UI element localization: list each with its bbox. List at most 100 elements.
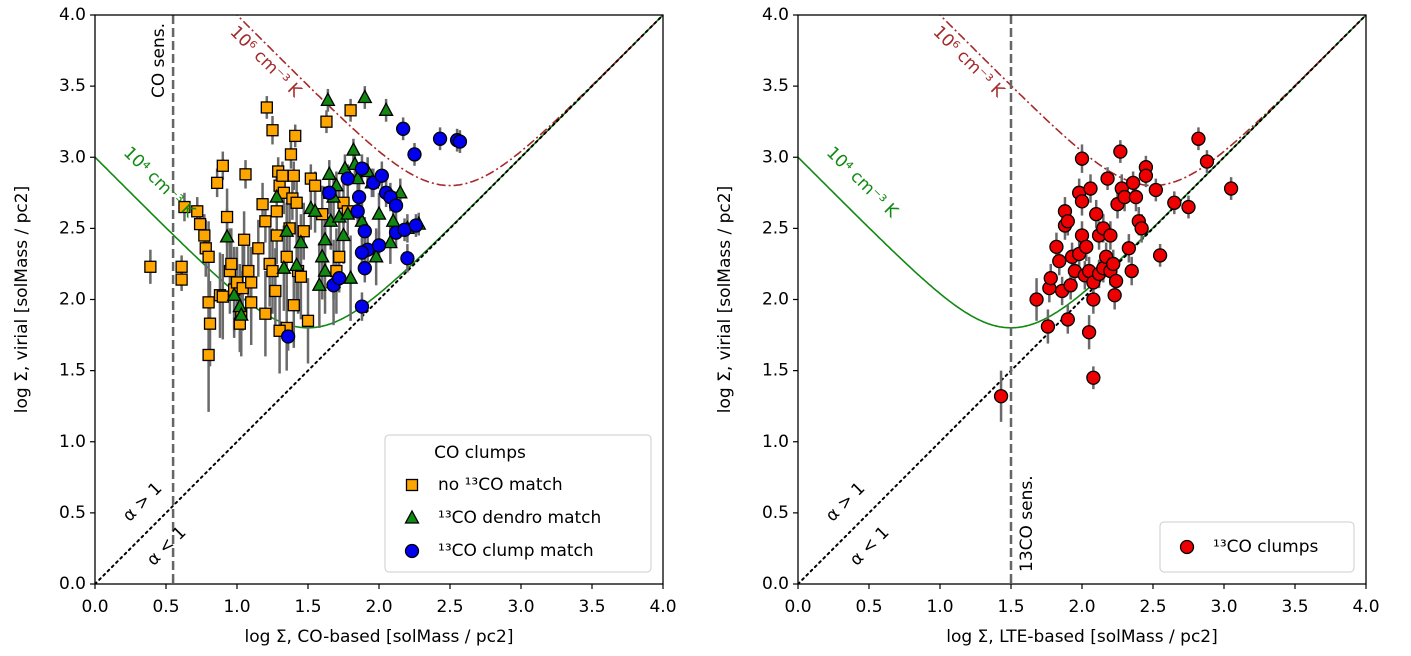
x-tick-label: 2.5	[436, 597, 463, 617]
point	[237, 233, 251, 246]
point	[284, 148, 298, 161]
point	[293, 234, 309, 249]
y-tick-label: 0.0	[59, 574, 86, 594]
point	[314, 248, 330, 263]
point	[1063, 278, 1078, 293]
point	[1125, 175, 1141, 191]
point	[202, 250, 215, 263]
point	[320, 91, 336, 106]
point	[317, 231, 333, 246]
point	[1060, 312, 1075, 327]
point	[1107, 288, 1122, 303]
point	[266, 264, 279, 278]
x-tick-label: 1.5	[997, 597, 1024, 617]
y-tick-label: 0.0	[762, 574, 789, 594]
point	[1052, 253, 1067, 269]
x-tick-label: 3.5	[1281, 597, 1308, 617]
point	[266, 124, 279, 137]
point	[279, 222, 295, 237]
point	[1124, 263, 1139, 279]
point	[1086, 370, 1101, 385]
plot-area	[798, 15, 1366, 584]
x-tick-label: 1.0	[223, 597, 250, 617]
point	[259, 307, 272, 320]
y-axis-label: log Σ, virial [solMass / pc2]	[12, 186, 32, 413]
point	[301, 314, 315, 327]
x-tick-label: 0.0	[784, 597, 811, 617]
y-tick-label: 3.5	[762, 76, 789, 96]
point	[276, 169, 289, 182]
point	[357, 89, 373, 104]
point	[245, 276, 258, 289]
x-tick-label: 2.5	[1139, 597, 1166, 617]
x-tick-label: 2.0	[365, 597, 392, 617]
curve-label: 10⁶ cm⁻³ K	[226, 22, 306, 102]
legend-title: CO clumps	[434, 443, 526, 463]
point	[269, 284, 282, 298]
x-axis-label: log Σ, CO-based [solMass / pc2]	[245, 627, 514, 647]
point	[322, 185, 337, 200]
point	[252, 242, 265, 255]
y-tick-label: 1.0	[762, 432, 789, 452]
point	[290, 196, 303, 209]
point	[198, 229, 211, 242]
point	[1049, 239, 1064, 255]
point	[289, 129, 302, 143]
point	[256, 198, 269, 211]
point	[193, 217, 207, 231]
point	[354, 161, 370, 176]
y-tick-label: 4.0	[762, 5, 789, 25]
point	[374, 168, 389, 183]
point	[432, 131, 448, 146]
legend-label: ¹³CO clump match	[438, 541, 594, 561]
point	[307, 202, 323, 217]
point	[175, 260, 188, 273]
point	[287, 299, 300, 312]
plot-area	[95, 15, 663, 584]
point	[332, 271, 347, 286]
pressure-curve	[95, 15, 663, 329]
point	[1106, 256, 1121, 272]
point	[407, 147, 422, 162]
point	[385, 212, 401, 227]
curve-label: 10⁴ cm⁻³ K	[822, 143, 902, 223]
point	[1148, 182, 1163, 198]
point	[333, 250, 346, 263]
y-tick-label: 0.5	[762, 503, 789, 523]
point	[289, 256, 305, 272]
y-tick-label: 2.0	[762, 290, 789, 310]
point	[1138, 168, 1154, 183]
legend-marker	[405, 478, 419, 492]
point	[308, 179, 322, 192]
point	[226, 286, 242, 301]
point	[210, 176, 224, 190]
point	[216, 290, 229, 303]
point	[1134, 221, 1149, 236]
point	[1060, 214, 1075, 229]
point	[202, 296, 215, 309]
point	[259, 215, 272, 228]
x-tick-label: 3.0	[1210, 597, 1237, 617]
point	[216, 159, 229, 172]
point	[219, 228, 235, 243]
point	[1191, 131, 1206, 146]
point	[371, 238, 387, 253]
point	[203, 317, 217, 330]
y-tick-label: 1.0	[59, 432, 86, 452]
point	[202, 348, 215, 362]
point	[1223, 181, 1239, 196]
y-tick-label: 0.5	[59, 503, 86, 523]
point	[382, 234, 398, 249]
curve-label: 10⁴ cm⁻³ K	[119, 143, 199, 223]
sensitivity-label: 13CO sens.	[1017, 475, 1037, 572]
sensitivity-label: CO sens.	[149, 23, 169, 98]
pressure-curve	[938, 15, 1366, 187]
point	[270, 205, 283, 218]
legend-box	[384, 434, 652, 573]
legend-marker	[404, 543, 420, 559]
point	[320, 115, 333, 128]
point	[280, 250, 293, 263]
y-axis-label: log Σ, virial [solMass / pc2]	[715, 186, 735, 413]
y-tick-label: 2.0	[59, 290, 86, 310]
point	[378, 101, 394, 116]
